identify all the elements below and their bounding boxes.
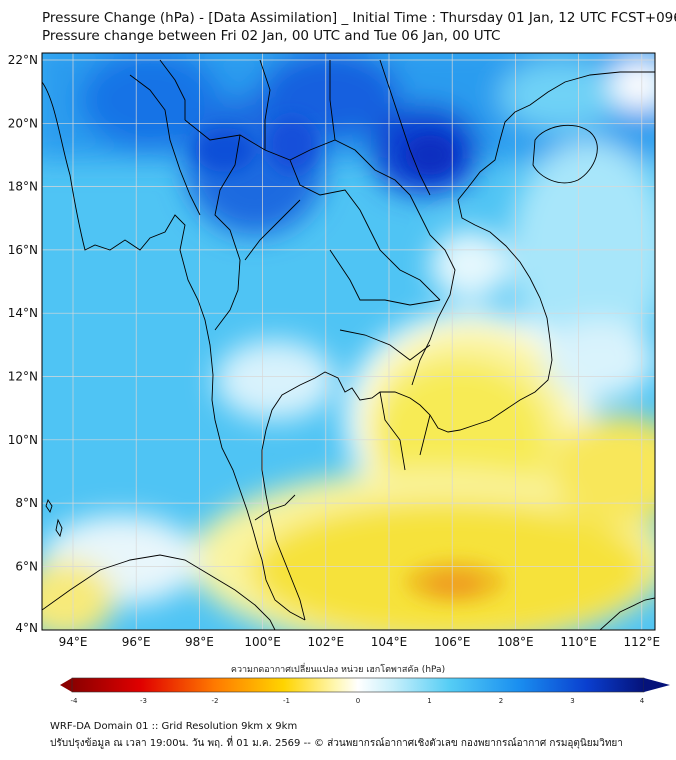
latitude-label: 10°N (8, 433, 38, 447)
latitude-label: 8°N (15, 496, 38, 510)
longitude-label: 112°E (624, 635, 661, 649)
colorbar-tick-label: -3 (140, 697, 147, 705)
latitude-labels: 22°N 20°N 18°N 16°N 14°N 12°N 10°N 8°N 6°N 4°N (8, 53, 38, 635)
latitude-label: 20°N (8, 116, 38, 130)
colorbar-tick-label: -1 (283, 697, 290, 705)
latitude-label: 6°N (15, 559, 38, 573)
colorbar-bar (71, 677, 645, 693)
coastlines-borders (42, 59, 655, 630)
longitude-label: 108°E (497, 635, 534, 649)
latitude-label: 14°N (8, 306, 38, 320)
longitude-label: 98°E (185, 635, 214, 649)
map-frame (41, 52, 656, 631)
longitude-label: 110°E (560, 635, 597, 649)
chart-subtitle: Pressure change between Fri 02 Jan, 00 U… (42, 28, 501, 44)
colorbar: -4 -3 -2 -1 0 1 2 3 4 (60, 677, 670, 705)
colorbar-min-arrow (60, 678, 72, 692)
colorbar-ticks: -4 -3 -2 -1 0 1 2 3 4 (71, 697, 645, 705)
colorbar-tick-label: 3 (570, 697, 574, 705)
latitude-label: 12°N (8, 370, 38, 384)
colorbar-max-arrow (644, 678, 670, 692)
colorbar-tick-label: 4 (640, 697, 645, 705)
latitude-label: 18°N (8, 180, 38, 194)
colorbar-tick-label: 2 (499, 697, 503, 705)
longitude-label: 102°E (308, 635, 345, 649)
longitude-label: 104°E (371, 635, 408, 649)
longitude-label: 94°E (59, 635, 88, 649)
graticule (42, 53, 655, 630)
chart-title: Pressure Change (hPa) - [Data Assimilati… (42, 10, 676, 26)
latitude-label: 22°N (8, 53, 38, 67)
latitude-label: 16°N (8, 243, 38, 257)
colorbar-title: ความกดอากาศเปลี่ยนแปลง หน่วย เฮกโตพาสคัล… (230, 665, 446, 675)
colorbar-tick-label: -2 (212, 697, 219, 705)
colorbar-tick-label: -4 (71, 697, 79, 705)
longitude-label: 96°E (122, 635, 151, 649)
longitude-label: 100°E (244, 635, 281, 649)
colorbar-tick-label: 1 (427, 697, 431, 705)
footer-update-info: ปรับปรุงข้อมูล ณ เวลา 19:00น. วัน พฤ. ที… (50, 738, 623, 749)
latitude-label: 4°N (15, 621, 38, 635)
colorbar-tick-label: 0 (356, 697, 360, 705)
longitude-labels: 94°E 96°E 98°E 100°E 102°E 104°E 106°E 108°E 110… (59, 635, 660, 649)
pressure-field (42, 53, 655, 630)
longitude-label: 106°E (434, 635, 471, 649)
footer-model-info: WRF-DA Domain 01 :: Grid Resolution 9km … (50, 721, 298, 732)
